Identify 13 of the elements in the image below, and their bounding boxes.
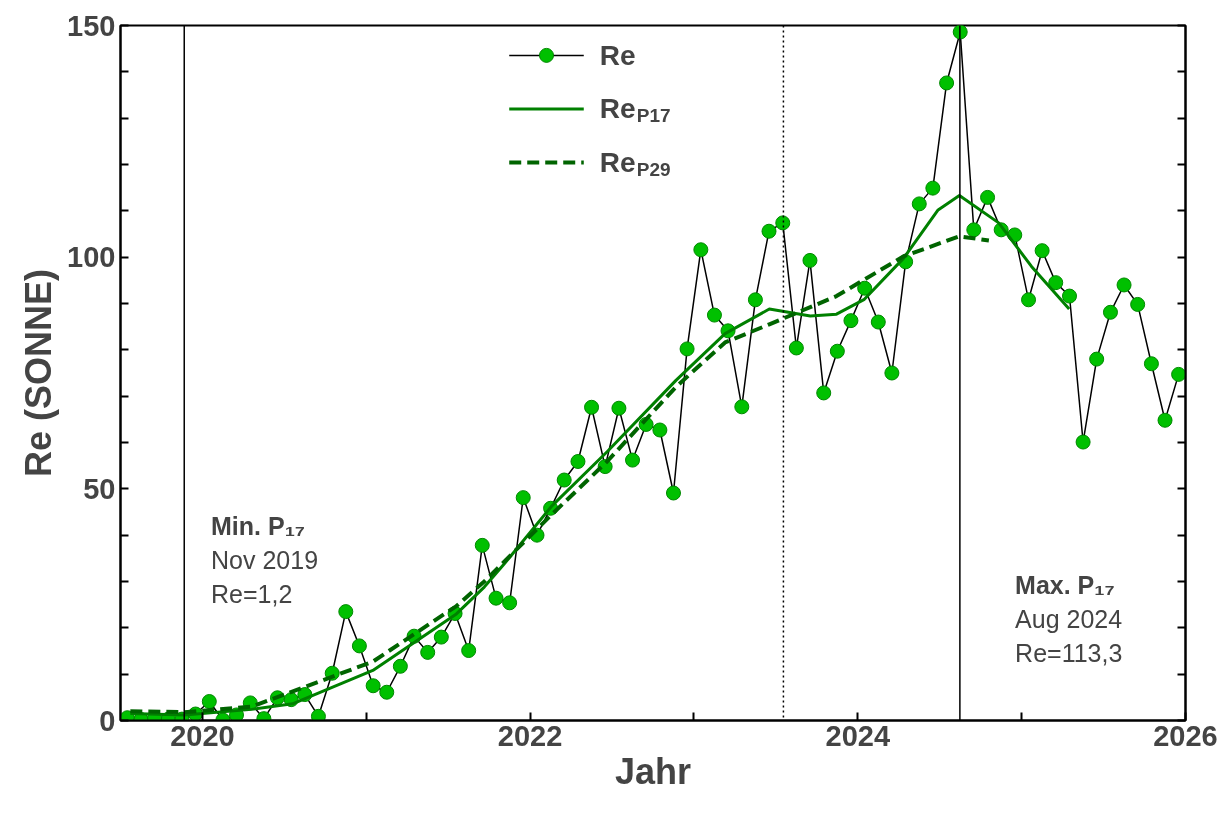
annotation: Min. P₁₇ Nov 2019 Re=1,2 [211, 512, 319, 608]
y-tick-label: 50 [83, 472, 116, 505]
x-tick-label: 2020 [170, 719, 235, 752]
y-tick-label: 0 [99, 704, 116, 737]
x-tick-label: 2026 [1153, 719, 1218, 752]
legend-label: Re [599, 39, 636, 71]
x-tick-label: 2022 [497, 719, 563, 752]
y-tick-label: 150 [67, 9, 116, 42]
x-axis-title: Jahr [614, 750, 692, 792]
y-tick-label: 100 [67, 241, 116, 274]
y-axis-title: Re (SONNE) [18, 268, 60, 478]
annotation: Max. P₁₇ Aug 2024 Re=113,3 [1015, 571, 1123, 668]
x-tick-label: 2024 [825, 719, 891, 752]
